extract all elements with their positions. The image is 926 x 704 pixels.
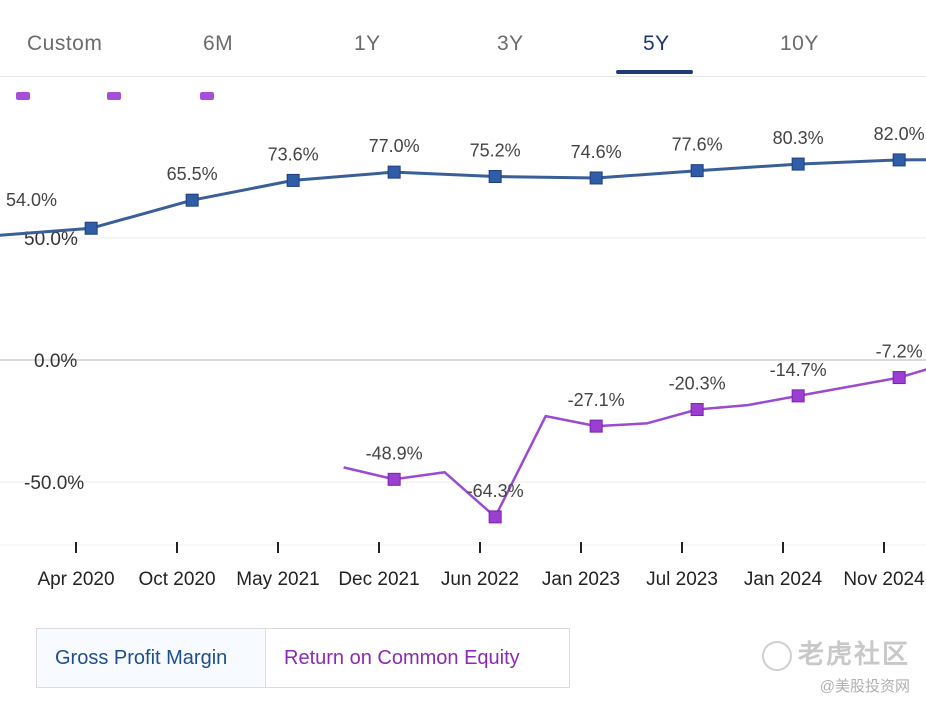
series-line-0 [0,158,926,237]
data-point [892,371,906,385]
watermark-logo: 老虎社区 [761,634,910,672]
x-tick-label: Jan 2023 [542,569,620,590]
data-label: 80.3% [773,128,824,148]
data-label: 77.6% [672,135,723,155]
data-point [690,403,704,417]
legend-gross-profit-margin-label: Gross Profit Margin [55,646,228,669]
data-point [791,389,805,403]
range-tabs: Custom 6M 1Y 3Y 5Y 10Y [0,0,926,77]
data-label: -27.1% [568,390,625,410]
data-label: 75.2% [470,141,521,161]
watermark: 老虎社区 @美股投资网 [761,634,910,696]
tab-3y[interactable]: 3Y [497,28,524,60]
data-point [488,170,502,184]
data-point [589,171,603,185]
data-point [791,157,805,171]
active-tab-underline [616,70,693,74]
y-tick-label: 50.0% [24,229,78,250]
data-label: -64.3% [467,481,524,501]
data-point [286,173,300,187]
data-label: -20.3% [669,374,726,394]
data-label: 54.0% [6,190,57,210]
data-point [589,419,603,433]
series-line-1 [343,368,926,519]
legend-swatch-2 [107,92,121,100]
data-label: -7.2% [876,342,923,362]
series-legend: Gross Profit Margin Return on Common Equ… [36,628,570,688]
data-label: 77.0% [369,136,420,156]
data-point [892,153,906,167]
line-chart: 50.0% 0.0% -50.0% Apr 2020 Oct 2020 May 2021 D… [0,124,926,590]
data-point [690,164,704,178]
watermark-logo-text: 老虎社区 [797,639,910,669]
data-point [84,221,98,235]
tab-6m[interactable]: 6M [203,28,233,60]
x-tick-label: Oct 2020 [138,569,215,590]
tab-custom[interactable]: Custom [27,28,102,60]
x-tick-label: Apr 2020 [37,569,114,590]
x-tick-label: Jun 2022 [441,569,519,590]
data-point [387,472,401,486]
y-tick-label: -50.0% [24,473,84,494]
watermark-subtext: @美股投资网 [819,678,910,696]
data-label: 74.6% [571,142,622,162]
data-label: 82.0% [874,124,925,144]
data-point [387,165,401,179]
x-tick-label: Jul 2023 [646,569,718,590]
y-tick-label: 0.0% [34,351,77,372]
x-tick-label: May 2021 [236,569,319,590]
legend-return-on-common-equity[interactable]: Return on Common Equity [266,629,569,687]
data-label: 73.6% [268,144,319,164]
data-point [488,510,502,524]
x-tick-label: Jan 2024 [744,569,823,590]
data-point [185,193,199,207]
legend-swatch-3 [200,92,214,100]
legend-gross-profit-margin[interactable]: Gross Profit Margin [37,629,266,687]
watermark-icon [761,641,792,672]
tab-5y[interactable]: 5Y [643,28,670,60]
tab-1y[interactable]: 1Y [354,28,381,60]
legend-return-on-common-equity-label: Return on Common Equity [284,646,520,669]
tab-10y[interactable]: 10Y [780,28,819,60]
x-tick-label: Dec 2021 [338,569,419,590]
x-tick-label: Nov 2024 [843,569,925,590]
legend-swatch-1 [16,92,30,100]
data-label: 65.5% [167,164,218,184]
data-label: -48.9% [366,443,423,463]
data-label: -14.7% [770,360,827,380]
